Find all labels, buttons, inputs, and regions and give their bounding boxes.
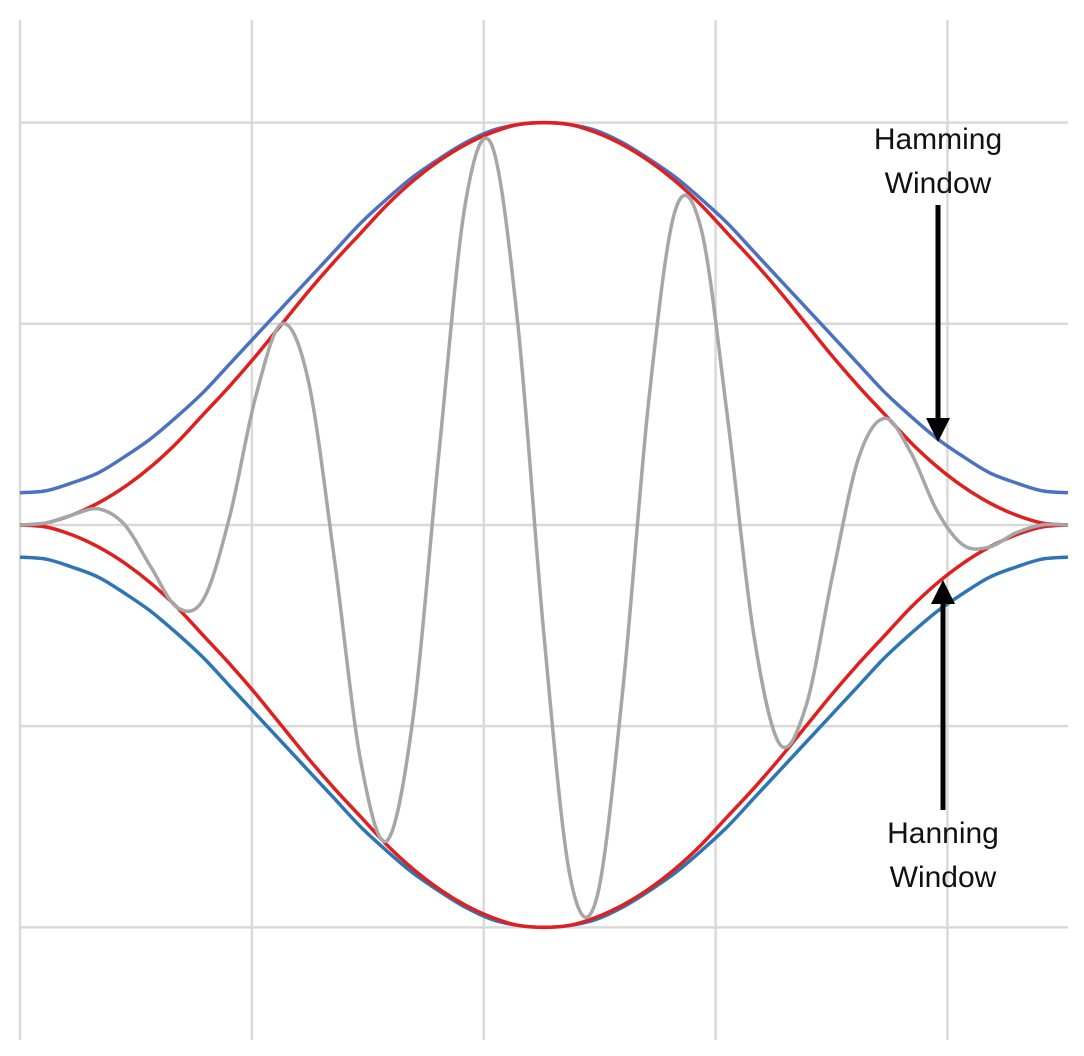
series-line bbox=[19, 136, 1069, 920]
arrows bbox=[926, 205, 955, 810]
hamming-arrow-head bbox=[926, 418, 950, 442]
series-line bbox=[19, 523, 1069, 930]
annotation: Hanning Window bbox=[887, 817, 999, 894]
annotation: Hamming Window bbox=[873, 123, 1003, 200]
hanning-arrow-head bbox=[931, 580, 955, 604]
